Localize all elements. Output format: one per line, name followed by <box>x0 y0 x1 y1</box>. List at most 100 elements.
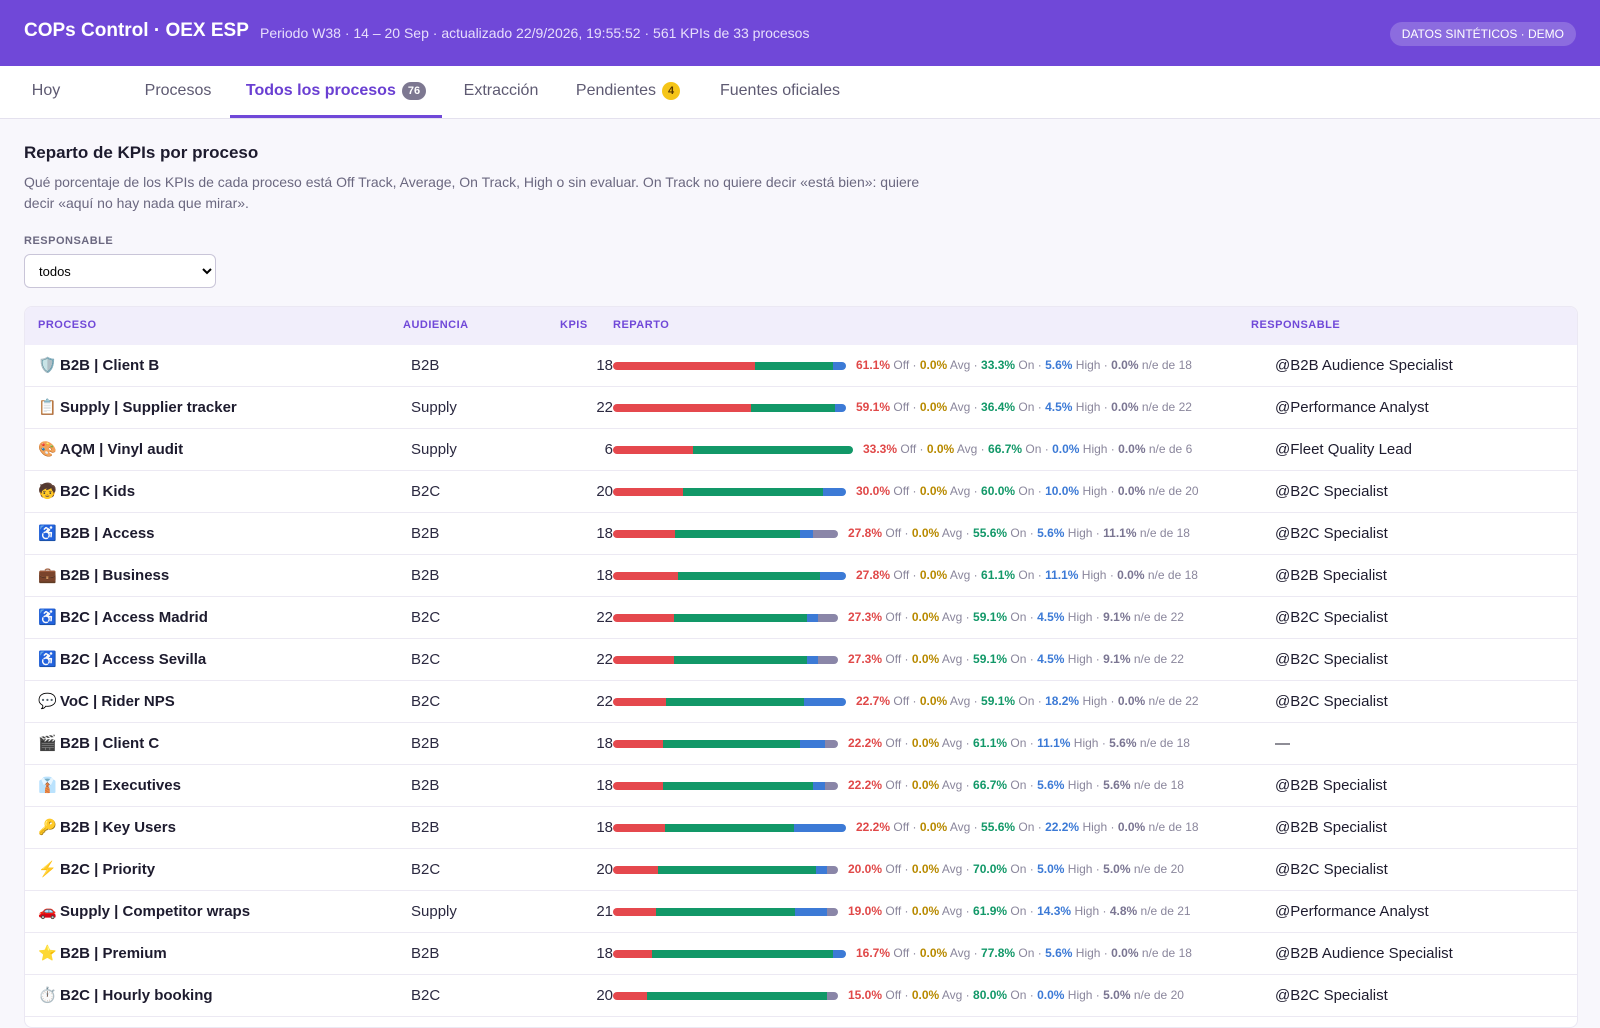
process-name-cell[interactable]: ⭐ B2B | Premium <box>38 933 167 975</box>
process-name: B2B | Business <box>60 567 170 584</box>
split-segment-high <box>835 404 846 412</box>
pct-na: 9.1% <box>1103 610 1131 624</box>
audience-cell: B2B <box>411 735 440 752</box>
pct-na: 0.0% <box>1117 694 1146 708</box>
label-of: de <box>1168 484 1182 498</box>
table-row[interactable]: 🛡️ B2B | Client B B2B 18 @B2B Audience Speci… <box>25 345 1577 387</box>
process-name-cell[interactable]: 🎨 AQM | Vinyl audit <box>38 429 183 471</box>
label-off: Off <box>893 946 910 960</box>
split-segment-off <box>613 572 678 580</box>
table-row[interactable]: 🔑 B2B | Key Users B2B 18 @B2B Specialist 22.2… <box>25 807 1577 849</box>
pct-na: 0.0% <box>1117 568 1145 582</box>
pct-na: 4.8% <box>1109 904 1138 918</box>
kpi-count-cell: 20 <box>596 483 613 500</box>
table-row[interactable]: 👔 B2B | Executives B2B 18 @B2B Specialist 22.… <box>25 765 1577 807</box>
tab-fuentes-oficiales[interactable]: Fuentes oficiales <box>700 66 860 118</box>
pct-on: 77.8% <box>981 946 1016 960</box>
process-name-cell[interactable]: 🎬 B2B | Client C <box>38 723 159 765</box>
process-name-cell[interactable]: 💼 B2B | Business <box>38 555 169 597</box>
split-segment-on <box>646 992 827 1000</box>
process-name-cell[interactable]: ♿ B2B | Access <box>38 513 155 555</box>
table-row[interactable]: ⏱️ B2C | Hourly booking B2C 20 @B2C Speciali… <box>25 975 1577 1017</box>
table-row[interactable]: 🧒 B2C | Kids B2C 20 @B2C Specialist 30.0% Off… <box>25 471 1577 513</box>
split-segment-na <box>827 908 838 916</box>
split-segment-na <box>825 740 838 748</box>
table-row[interactable]: ♿ B2C | Access Sevilla B2C 22 @B2C Specialis… <box>25 639 1577 681</box>
table-row[interactable]: ♿ B2C | Access Madrid B2C 22 @B2C Specialist… <box>25 597 1577 639</box>
table-row[interactable]: 💬 VoC | Rider NPS B2C 22 @B2C Specialist 22.7… <box>25 681 1577 723</box>
audience-cell: B2C <box>411 483 441 500</box>
split-segment-on <box>674 656 808 664</box>
split-segment-high <box>803 698 846 706</box>
tab-todos-los-procesos[interactable]: Todos los procesos 76 <box>230 66 442 118</box>
label-high: High <box>1073 736 1099 750</box>
process-name-cell[interactable]: ⚡ B2C | Priority <box>38 849 155 891</box>
process-name-cell[interactable]: 👔 B2B | Executives <box>38 765 181 807</box>
split-segment-off <box>613 656 675 664</box>
process-name-cell[interactable]: 📋 Supply | Supplier tracker <box>38 387 237 429</box>
label-high: High <box>1067 862 1093 876</box>
split-segment-on <box>692 446 853 454</box>
table-row[interactable]: 🎨 AQM | Vinyl audit Supply 6 @Fleet Quality … <box>25 429 1577 471</box>
split-segment-high <box>800 740 826 748</box>
process-name-cell[interactable]: 🛡️ B2B | Client B <box>38 345 159 387</box>
pct-on: 80.0% <box>973 988 1008 1002</box>
clapperboard-icon: 🎬 <box>38 735 57 752</box>
table-row[interactable]: ♿ B2B | Access B2B 18 @B2C Specialist 27.8% O… <box>25 513 1577 555</box>
header-process[interactable]: PROCESO <box>38 319 97 331</box>
split-segment-off <box>613 698 666 706</box>
label-na: n/e <box>1141 946 1159 960</box>
pct-high: 5.6% <box>1045 358 1073 372</box>
owner-cell: @Performance Analyst <box>1275 903 1429 920</box>
process-table: PROCESO AUDIENCIA KPIS REPARTO RESPONSAB… <box>24 306 1578 1028</box>
split-segment-off <box>613 866 658 874</box>
tab-bar: Hoy Procesos Todos los procesos 76 Extracció… <box>0 66 1600 119</box>
pct-off: 15.0% <box>848 988 883 1002</box>
owner-cell: @B2C Specialist <box>1275 693 1388 710</box>
label-of: de <box>1153 988 1168 1002</box>
tab-extracción[interactable]: Extracción <box>446 66 556 118</box>
process-name-cell[interactable]: ♿ B2C | Access Sevilla <box>38 639 206 681</box>
pct-off: 27.8% <box>856 568 891 582</box>
table-row[interactable]: 🚗 Supply | Competitor wraps Supply 21 @Perfo… <box>25 891 1577 933</box>
label-off: Off <box>885 988 902 1002</box>
audience-cell: B2C <box>411 987 441 1004</box>
process-name-cell[interactable]: 🚗 Supply | Competitor wraps <box>38 891 250 933</box>
owner-cell: @B2C Specialist <box>1275 651 1388 668</box>
table-row[interactable]: 🎬 B2B | Client C B2B 18 — 22.2% Off · 0.0% Av… <box>25 723 1577 765</box>
pct-avg: 0.0% <box>926 442 955 456</box>
header-audience[interactable]: AUDIENCIA <box>403 319 469 331</box>
split-segment-high <box>832 950 846 958</box>
kpi-total: 21 <box>1177 904 1191 918</box>
split-segment-on <box>755 362 833 370</box>
table-row[interactable]: 💼 B2B | Business B2B 18 @B2B Specialist 27.8%… <box>25 555 1577 597</box>
process-name-cell[interactable]: 🧒 B2C | Kids <box>38 471 135 513</box>
tab-pendientes[interactable]: Pendientes 4 <box>556 66 700 118</box>
label-off: Off <box>885 652 902 666</box>
label-on: On <box>1025 442 1042 456</box>
process-name-cell[interactable]: ♿ B2C | Access Madrid <box>38 597 208 639</box>
tab-hoy[interactable]: Hoy <box>0 66 92 118</box>
split-summary: 16.7% Off · 0.0% Avg · 77.8% On · 5.6% H… <box>856 946 1192 960</box>
audience-cell: Supply <box>411 399 457 416</box>
split-segment-on <box>674 614 808 622</box>
header-kpis[interactable]: KPIS <box>560 319 588 331</box>
owner-filter-select[interactable]: todos <box>24 254 216 288</box>
process-name-cell[interactable]: 🔑 B2B | Key Users <box>38 807 176 849</box>
table-row[interactable]: 📋 Supply | Supplier tracker Supply 22 @Perfo… <box>25 387 1577 429</box>
pct-na: 5.0% <box>1103 988 1131 1002</box>
table-row[interactable]: ⚡ B2C | Priority B2C 20 @B2C Specialist 20.0%… <box>25 849 1577 891</box>
process-name-cell[interactable]: 💬 VoC | Rider NPS <box>38 681 175 723</box>
header-owner[interactable]: RESPONSABLE <box>1251 319 1341 331</box>
process-name-cell[interactable]: ⏱️ B2C | Hourly booking <box>38 975 213 1017</box>
table-header: PROCESO AUDIENCIA KPIS REPARTO RESPONSAB… <box>25 307 1577 345</box>
tab-procesos[interactable]: Procesos <box>128 66 228 118</box>
table-row[interactable]: ⭐ B2B | Premium B2B 18 @B2B Audience Special… <box>25 933 1577 975</box>
stopwatch-icon: ⏱️ <box>38 987 57 1004</box>
owner-cell: @B2B Audience Specialist <box>1275 945 1453 962</box>
split-bar <box>613 992 838 1000</box>
process-name: B2B | Key Users <box>60 819 176 836</box>
split-bar <box>613 572 846 580</box>
pct-avg: 0.0% <box>911 526 940 540</box>
split-bar <box>613 446 853 454</box>
